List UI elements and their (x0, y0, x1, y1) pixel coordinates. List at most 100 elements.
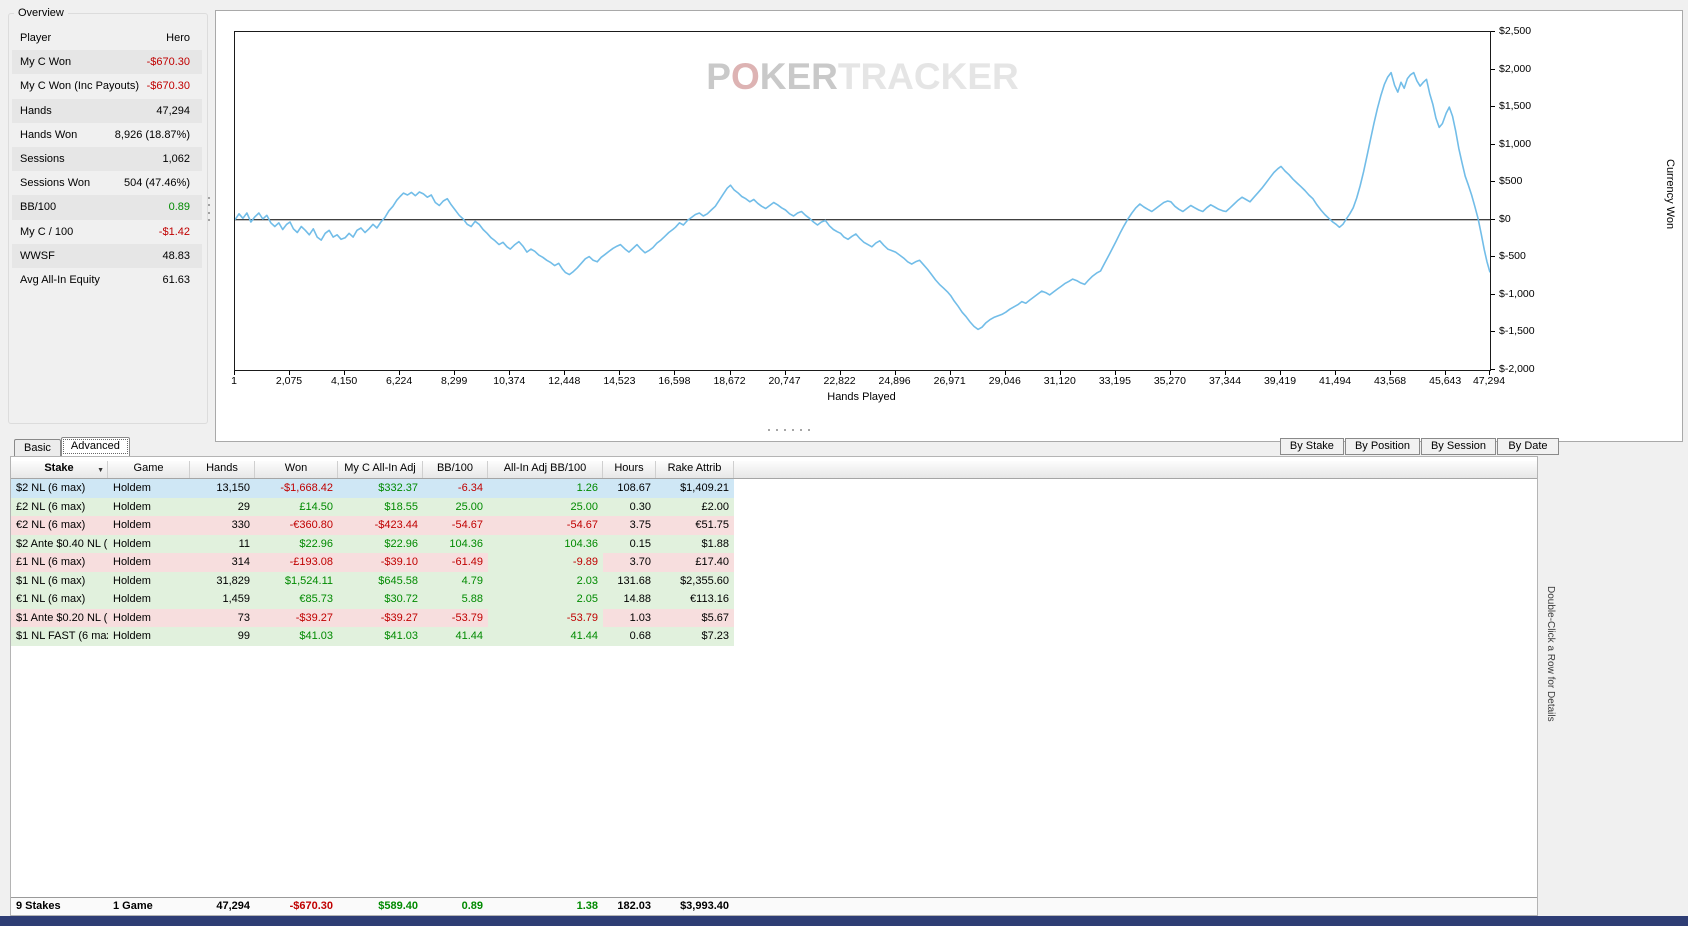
cell-my-c-all-in-adj: $41.03 (338, 627, 423, 646)
stat-value: 47,294 (156, 104, 190, 117)
cell-all-in-adj-bb-100: -54.67 (488, 516, 603, 535)
cell-game: Holdem (108, 627, 190, 646)
cell-rake-attrib: £2.00 (656, 497, 734, 516)
stake-row-2-ante-0-40-nl-6-r[interactable]: $2 Ante $0.40 NL (6 rHoldem11$22.96$22.9… (11, 534, 1537, 553)
column-header-hands[interactable]: Hands (190, 461, 255, 478)
cell-bb-100: -53.79 (423, 608, 488, 627)
pokertracker-watermark: POKERTRACKER (706, 56, 1019, 97)
summary-game: 1 Game (113, 900, 153, 912)
cell-hours: 0.30 (603, 497, 656, 516)
cell-game: Holdem (108, 553, 190, 572)
horizontal-splitter-handle[interactable] (768, 428, 810, 432)
summary-bb-100: 0.89 (461, 900, 483, 912)
column-header-game[interactable]: Game (108, 461, 190, 478)
cell-stake: £1 NL (6 max) (11, 553, 108, 572)
stake-row-1-nl-6-max[interactable]: €1 NL (6 max) Holdem 1,459 €85.73 $30.72 5.88… (11, 590, 1537, 609)
cell-all-in-adj-bb-100: 25.00 (488, 497, 603, 516)
view-button-by-date[interactable]: By Date (1497, 438, 1559, 455)
cell-won: -$39.27 (255, 608, 338, 627)
stake-row-1-ante-0-20-nl-6-r[interactable]: $1 Ante $0.20 NL (6 rHoldem73-$39.27-$39… (11, 608, 1537, 627)
cell-all-in-adj-bb-100: 41.44 (488, 627, 603, 646)
x-tick-label: 14,523 (603, 375, 636, 387)
stake-row-1-nl-fast-6-max[interactable]: $1 NL FAST (6 max) Holdem 99 $41.03 $41.03 41… (11, 627, 1537, 646)
stake-row-2-nl-6-max[interactable]: $2 NL (6 max) Holdem 13,150 -$1,668.42 $332.… (11, 479, 1537, 498)
cell-hands: 314 (190, 553, 255, 572)
y-tick-label: $-1,000 (1499, 287, 1535, 300)
x-tick-label: 41,494 (1319, 375, 1352, 387)
y-tick-label: $500 (1499, 175, 1523, 188)
y-tick-label: $1,500 (1499, 100, 1532, 113)
vertical-splitter-handle[interactable] (207, 197, 211, 221)
x-tick-label: 16,598 (658, 375, 691, 387)
cell-all-in-adj-bb-100: 2.03 (488, 571, 603, 590)
overview-row-hands-won: Hands Won 8,926 (18.87%) (12, 123, 202, 147)
cell-my-c-all-in-adj: $332.37 (338, 479, 423, 498)
cell-all-in-adj-bb-100: 2.05 (488, 590, 603, 609)
stake-row-2-nl-6-max[interactable]: €2 NL (6 max) Holdem 330 -€360.80 -$423.44 -5… (11, 516, 1537, 535)
stake-row-1-nl-6-max[interactable]: $1 NL (6 max) Holdem 31,829 $1,524.11 $645.5… (11, 571, 1537, 590)
overview-row-hands: Hands 47,294 (12, 98, 202, 123)
summary-rake-attrib: $3,993.40 (680, 900, 729, 912)
x-tick-label: 24,896 (878, 375, 911, 387)
cell-hands: 73 (190, 608, 255, 627)
column-header-rake-attrib[interactable]: Rake Attrib (656, 461, 734, 478)
cell-bb-100: 41.44 (423, 627, 488, 646)
column-header-won[interactable]: Won (255, 461, 338, 478)
cell-stake: €2 NL (6 max) (11, 516, 108, 535)
stat-value: 0.89 (168, 201, 190, 214)
stat-label: BB/100 (20, 201, 57, 214)
x-tick-label: 29,046 (988, 375, 1021, 387)
cell-all-in-adj-bb-100: -53.79 (488, 608, 603, 627)
stake-row-1-nl-6-max[interactable]: £1 NL (6 max) Holdem 314 -£193.08 -$39.10 -61… (11, 553, 1537, 572)
x-tick-label: 47,294 (1472, 375, 1506, 387)
tab-advanced[interactable]: Advanced (60, 437, 130, 456)
cell-hands: 31,829 (190, 571, 255, 590)
stats-tab-strip: Basic Advanced (14, 437, 130, 456)
bottom-status-bar (0, 916, 1688, 926)
view-button-by-position[interactable]: By Position (1344, 438, 1420, 455)
cell-my-c-all-in-adj: $30.72 (338, 590, 423, 609)
overview-stats-list: Player Hero My C Won -$670.30 My C Won (Inc … (12, 26, 202, 292)
y-tick-label: $2,500 (1499, 25, 1532, 37)
y-tick-label: $-1,500 (1499, 325, 1535, 338)
summary-won: -$670.30 (289, 900, 333, 912)
stake-row-2-nl-6-max[interactable]: £2 NL (6 max) Holdem 29 £14.50 $18.55 25.00 25… (11, 497, 1537, 516)
column-header-my-c-all-in-adj[interactable]: My C All-In Adj (338, 461, 423, 478)
cell-stake: $2 Ante $0.40 NL (6 r (11, 534, 108, 553)
column-header-bb-100[interactable]: BB/100 (423, 461, 488, 478)
summary-hours: 182.03 (617, 900, 651, 912)
stake-filter-arrow-icon[interactable]: ▼ (97, 467, 104, 474)
column-header-all-in-adj-bb-100[interactable]: All-In Adj BB/100 (488, 461, 603, 478)
view-button-by-stake[interactable]: By Stake (1279, 438, 1344, 455)
x-tick-label: 45,643 (1429, 375, 1462, 387)
x-tick-label: 2,075 (275, 375, 303, 387)
results-grid: Stake ▼ Game Hands Won My C All-In Adj BB/100 A… (10, 456, 1538, 916)
grid-summary-row: 9 Stakes 1 Game 47,294 -$670.30 $589.40 0.89 1… (11, 897, 1537, 915)
x-tick-label: 26,971 (933, 375, 966, 387)
view-button-by-session[interactable]: By Session (1420, 438, 1496, 455)
tab-basic[interactable]: Basic (14, 439, 61, 456)
cell-hands: 99 (190, 627, 255, 646)
column-header-stake[interactable]: Stake ▼ (11, 461, 108, 478)
stat-value: 504 (47.46%) (123, 177, 190, 190)
cell-bb-100: 25.00 (423, 497, 488, 516)
cell-stake: $2 NL (6 max) (11, 479, 108, 498)
cell-won: £14.50 (255, 497, 338, 516)
column-header-hours[interactable]: Hours (603, 461, 656, 478)
cell-rake-attrib: $1,409.21 (656, 479, 734, 498)
cell-hours: 108.67 (603, 479, 656, 498)
cell-hands: 330 (190, 516, 255, 535)
x-tick-label: 18,672 (713, 375, 746, 387)
stat-label: Avg All-In Equity (20, 273, 100, 286)
stat-label: WWSF (20, 249, 55, 262)
cell-rake-attrib: $2,355.60 (656, 571, 734, 590)
cell-hours: 3.75 (603, 516, 656, 535)
cell-won: -£193.08 (255, 553, 338, 572)
cell-stake: €1 NL (6 max) (11, 590, 108, 609)
overview-row-my-c-100: My C / 100 -$1.42 (12, 220, 202, 244)
overview-row-sessions-won: Sessions Won 504 (47.46%) (12, 171, 202, 195)
x-tick-label: 8,299 (441, 375, 468, 387)
summary-hands: 47,294 (216, 900, 250, 912)
overview-row-player: Player Hero (12, 26, 202, 50)
cell-all-in-adj-bb-100: -9.89 (488, 553, 603, 572)
